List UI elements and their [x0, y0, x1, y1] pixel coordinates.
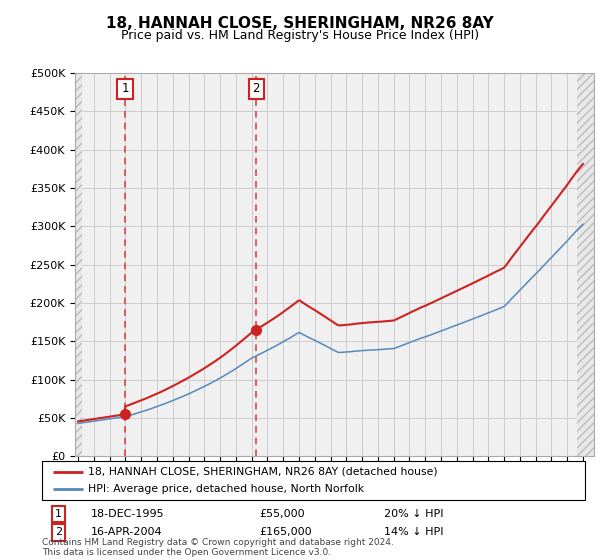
- Text: 18, HANNAH CLOSE, SHERINGHAM, NR26 8AY: 18, HANNAH CLOSE, SHERINGHAM, NR26 8AY: [106, 16, 494, 31]
- Text: 18-DEC-1995: 18-DEC-1995: [91, 509, 164, 519]
- Text: 2: 2: [253, 82, 260, 95]
- Text: £55,000: £55,000: [259, 509, 305, 519]
- Text: £165,000: £165,000: [259, 528, 312, 538]
- Text: HPI: Average price, detached house, North Norfolk: HPI: Average price, detached house, Nort…: [88, 484, 364, 494]
- FancyBboxPatch shape: [42, 461, 585, 500]
- Text: Price paid vs. HM Land Registry's House Price Index (HPI): Price paid vs. HM Land Registry's House …: [121, 29, 479, 42]
- Text: 14% ↓ HPI: 14% ↓ HPI: [384, 528, 443, 538]
- Text: 2: 2: [55, 528, 62, 538]
- Bar: [577, 73, 594, 456]
- Text: 18, HANNAH CLOSE, SHERINGHAM, NR26 8AY (detached house): 18, HANNAH CLOSE, SHERINGHAM, NR26 8AY (…: [88, 466, 438, 477]
- Text: 1: 1: [55, 509, 62, 519]
- Text: Contains HM Land Registry data © Crown copyright and database right 2024.
This d: Contains HM Land Registry data © Crown c…: [42, 538, 394, 557]
- Bar: [75, 73, 82, 456]
- Text: 16-APR-2004: 16-APR-2004: [91, 528, 163, 538]
- Text: 1: 1: [121, 82, 129, 95]
- Text: 20% ↓ HPI: 20% ↓ HPI: [384, 509, 443, 519]
